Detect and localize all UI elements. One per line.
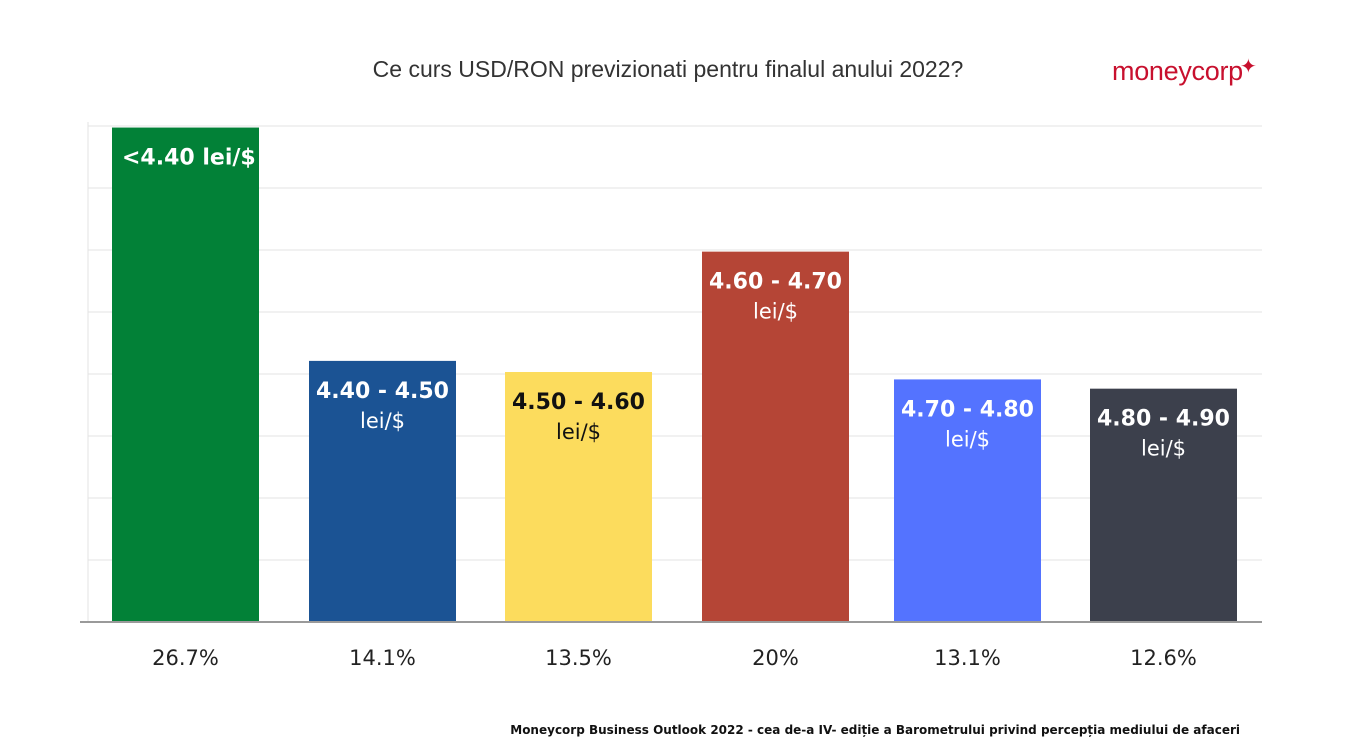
bar-category-unit: lei/$: [360, 409, 405, 433]
bar: [1090, 388, 1237, 622]
bar-category-label: 4.70 - 4.80: [901, 397, 1034, 422]
bar-value-label: 13.5%: [545, 646, 612, 670]
bar: [894, 379, 1041, 622]
chart-title: Ce curs USD/RON previzionati pentru fina…: [372, 56, 964, 82]
bar-category-unit: lei/$: [1141, 437, 1186, 461]
bar-category-unit: lei/$: [945, 427, 990, 451]
bar-category-label: <4.40 lei/$: [122, 146, 256, 171]
bar-value-label: 14.1%: [349, 646, 416, 670]
bar: [505, 372, 652, 622]
moneycorp-logo: moneycorp: [1112, 56, 1243, 86]
sparkle-icon: ✦: [1240, 54, 1257, 78]
bar: [309, 360, 456, 622]
bar-value-label: 12.6%: [1130, 646, 1197, 670]
bar-category-unit: lei/$: [556, 420, 601, 444]
bar-category-label: 4.50 - 4.60: [512, 390, 645, 415]
bar-category-label: 4.60 - 4.70: [709, 270, 842, 295]
bar: [112, 127, 259, 623]
bar-value-label: 13.1%: [934, 646, 1001, 670]
source-footnote: Moneycorp Business Outlook 2022 - cea de…: [510, 723, 1240, 737]
bar-category-label: 4.80 - 4.90: [1097, 407, 1230, 432]
bar: [702, 251, 849, 622]
bar-category-unit: lei/$: [753, 300, 798, 324]
bar-value-label: 20%: [752, 646, 799, 670]
bar-value-label: 26.7%: [152, 646, 219, 670]
bar-category-label: 4.40 - 4.50: [316, 379, 449, 404]
